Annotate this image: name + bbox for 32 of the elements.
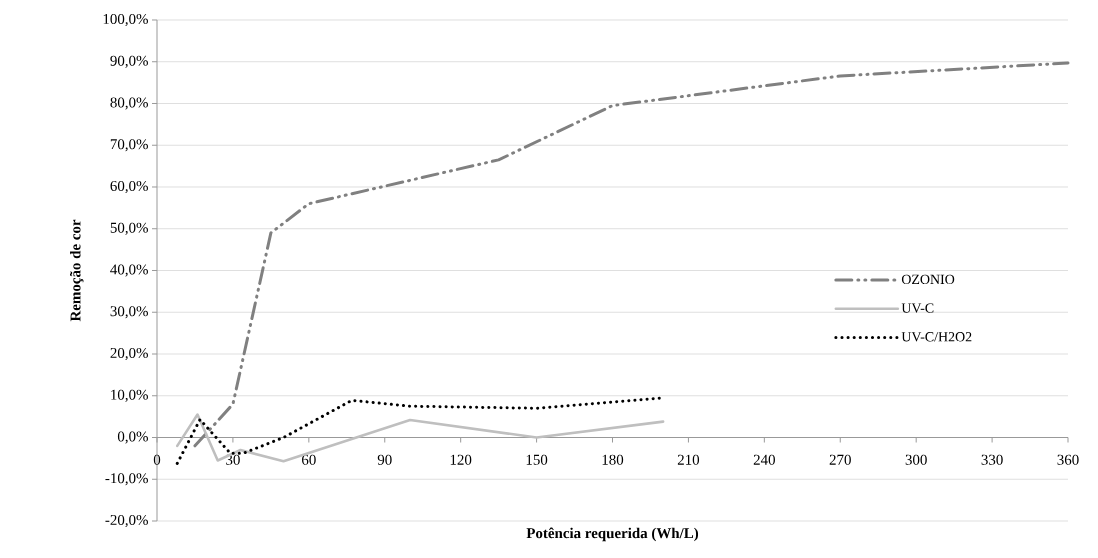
x-tick-label: 270 bbox=[829, 454, 851, 465]
y-tick-label: 100,0% bbox=[103, 13, 148, 27]
y-tick-label: 50,0% bbox=[110, 222, 148, 235]
y-tick-label: 80,0% bbox=[110, 97, 148, 110]
x-tick-label: 150 bbox=[526, 454, 548, 465]
x-tick-label: 0 bbox=[153, 454, 161, 465]
y-axis-title: Remoção de cor bbox=[70, 219, 84, 322]
x-tick-label: 240 bbox=[753, 454, 775, 465]
legend-label: UV-C/H2O2 bbox=[901, 332, 972, 342]
line-series bbox=[175, 413, 665, 463]
y-tick-label: 10,0% bbox=[111, 389, 148, 402]
y-tick-label: 30,0% bbox=[110, 306, 148, 319]
y-tick-label: -10,0% bbox=[105, 473, 148, 486]
x-tick-label: 60 bbox=[302, 454, 316, 465]
y-tick-label: 70,0% bbox=[110, 139, 148, 152]
line-series bbox=[193, 61, 1070, 448]
y-tick-label: -20,0% bbox=[105, 514, 148, 528]
y-tick-label: 60,0% bbox=[110, 180, 148, 194]
x-tick-label: 330 bbox=[981, 454, 1003, 465]
x-axis-title: Potência requerida (Wh/L) bbox=[526, 527, 699, 542]
x-tick-label: 360 bbox=[1057, 454, 1079, 465]
y-tick-label: 40,0% bbox=[110, 264, 148, 277]
x-tick-label: 180 bbox=[602, 454, 624, 465]
x-tick-label: 210 bbox=[677, 454, 700, 465]
y-tick-label: 20,0% bbox=[110, 347, 148, 361]
x-tick-label: 90 bbox=[377, 454, 392, 465]
y-tick-label: 0,0% bbox=[117, 431, 148, 444]
legend-label: OZONIO bbox=[901, 274, 955, 285]
x-tick-label: 120 bbox=[450, 454, 472, 465]
x-tick-label: 300 bbox=[905, 454, 927, 465]
legend-label: UV-C bbox=[901, 303, 934, 313]
y-tick-label: 90,0% bbox=[110, 55, 148, 68]
